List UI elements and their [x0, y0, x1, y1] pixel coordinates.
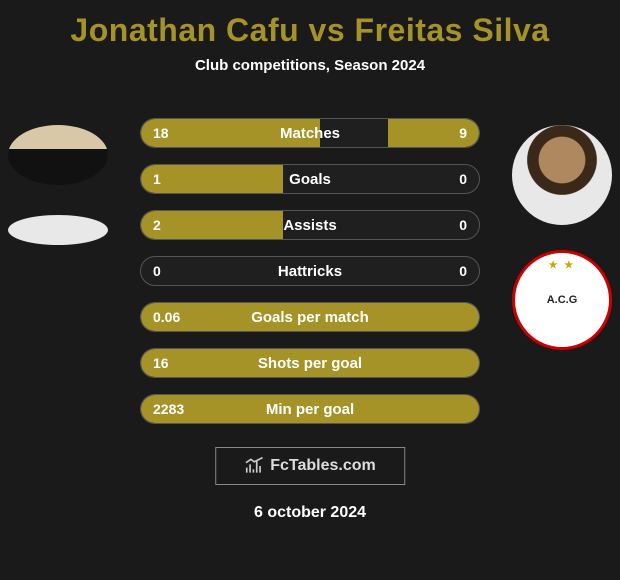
attribution-box: FcTables.com: [215, 447, 405, 485]
player-left-club-badge: [8, 215, 108, 245]
page-subtitle: Club competitions, Season 2024: [0, 57, 620, 74]
stat-value-left: 2: [153, 217, 161, 233]
left-player-column: [8, 125, 108, 270]
stat-value-left: 18: [153, 125, 169, 141]
club-badge-text: A.C.G: [547, 295, 578, 306]
stat-bar-left: [141, 395, 479, 423]
stat-row: 0.06Goals per match: [140, 302, 480, 332]
stat-label: Hattricks: [141, 263, 479, 280]
stat-row: 16Shots per goal: [140, 348, 480, 378]
date-text: 6 october 2024: [0, 504, 620, 522]
stat-bar-left: [141, 303, 479, 331]
stat-value-right: 0: [459, 217, 467, 233]
chart-icon: [244, 456, 264, 476]
stat-value-right: 0: [459, 171, 467, 187]
stat-row: 0 0Hattricks: [140, 256, 480, 286]
stat-row: 10Goals: [140, 164, 480, 194]
stat-value-left: 1: [153, 171, 161, 187]
page-title: Jonathan Cafu vs Freitas Silva: [0, 0, 620, 49]
stat-row: 20Assists: [140, 210, 480, 240]
stat-value-right: 9: [459, 125, 467, 141]
right-player-column: A.C.G: [512, 125, 612, 375]
stat-value-right: 0: [459, 263, 467, 279]
stat-value-left: 0.06: [153, 309, 180, 325]
stat-row: 2283Min per goal: [140, 394, 480, 424]
player-right-club-badge: A.C.G: [512, 250, 612, 350]
stat-bar-left: [141, 165, 283, 193]
stat-value-left: 0: [153, 263, 161, 279]
player-right-avatar: [512, 125, 612, 225]
stat-bar-left: [141, 211, 283, 239]
stat-value-left: 2283: [153, 401, 184, 417]
attribution-text: FcTables.com: [270, 457, 376, 475]
stats-container: 189Matches10Goals20Assists00Hattricks0.0…: [140, 118, 480, 440]
stat-row: 189Matches: [140, 118, 480, 148]
player-left-avatar: [8, 125, 108, 185]
stat-bar-left: [141, 349, 479, 377]
stat-value-left: 16: [153, 355, 169, 371]
